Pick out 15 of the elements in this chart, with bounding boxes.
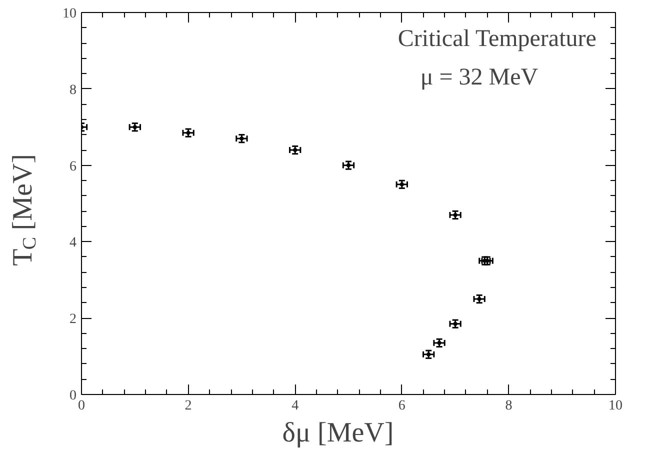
x-tick-label: 4 (292, 398, 299, 414)
text: μ = 32 MeV (420, 64, 539, 90)
x-tick-label: 2 (184, 398, 192, 414)
y-tick-label: 6 (70, 159, 76, 174)
x-tick-label: 8 (505, 398, 512, 414)
text: Critical Temperature (398, 26, 596, 52)
x-tick-label: 10 (608, 398, 622, 414)
x-tick-label: 6 (398, 398, 406, 414)
y-axis-title: TC [MeV] (8, 154, 40, 266)
y-tick-label: 4 (70, 236, 76, 251)
y-tick-label: 8 (70, 82, 76, 98)
y-tick-label: 10 (62, 6, 76, 22)
y-tick-label: 0 (70, 388, 76, 404)
y-tick-label: 2 (70, 312, 76, 328)
x-axis-title: δμ [MeV] (282, 418, 394, 448)
